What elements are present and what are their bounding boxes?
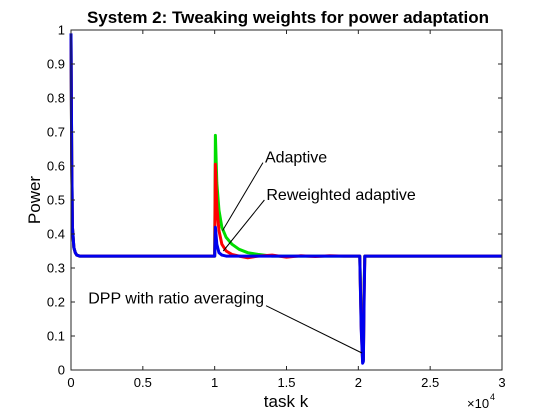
annotations: Adaptive Reweighted adaptive DPP with rati…: [88, 150, 416, 354]
y-axis-label: Power: [25, 176, 44, 225]
annotation-label-2: Reweighted adaptive: [266, 187, 416, 204]
y-tick-label: 0.8: [47, 91, 65, 106]
x-tick-label: 1.5: [277, 375, 295, 390]
y-tick-label: 0: [58, 363, 65, 378]
plot-area: [71, 30, 502, 370]
chart-title: System 2: Tweaking weights for power ada…: [87, 8, 489, 27]
annotation-leader-2: [222, 199, 265, 252]
x-tick-label: 2.5: [421, 375, 439, 390]
x-tick-label: 3: [498, 375, 505, 390]
y-tick-label: 0.9: [47, 57, 65, 72]
x-tick-label: 0.5: [134, 375, 152, 390]
y-ticks: 0 0.1 0.2 0.3 0.4 0.5 0.6 0.7 0.8 0.9 1: [47, 23, 502, 378]
y-tick-label: 0.4: [47, 227, 65, 242]
y-tick-label: 1: [58, 23, 65, 38]
x-ticks: 0 0.5 1 1.5 2 2.5 3: [67, 30, 506, 390]
y-tick-label: 0.6: [47, 159, 65, 174]
annotation-leader-3: [265, 305, 363, 354]
series-lines: [69, 33, 502, 365]
y-tick-label: 0.7: [47, 125, 65, 140]
y-tick-label: 0.1: [47, 329, 65, 344]
annotation-leader-1: [222, 162, 264, 231]
y-tick-label: 0.3: [47, 261, 65, 276]
x-multiplier-exponent: 4: [490, 392, 495, 402]
series-line-3: [69, 33, 502, 365]
annotation-label-1: Adaptive: [265, 150, 327, 167]
y-tick-label: 0.5: [47, 193, 65, 208]
x-tick-label: 2: [355, 375, 362, 390]
y-tick-label: 0.2: [47, 295, 65, 310]
x-tick-label: 1: [211, 375, 218, 390]
x-multiplier: ×10: [467, 396, 489, 411]
annotation-label-3: DPP with ratio averaging: [88, 291, 264, 308]
x-axis-label: task k: [264, 392, 309, 411]
x-tick-label: 0: [67, 375, 74, 390]
